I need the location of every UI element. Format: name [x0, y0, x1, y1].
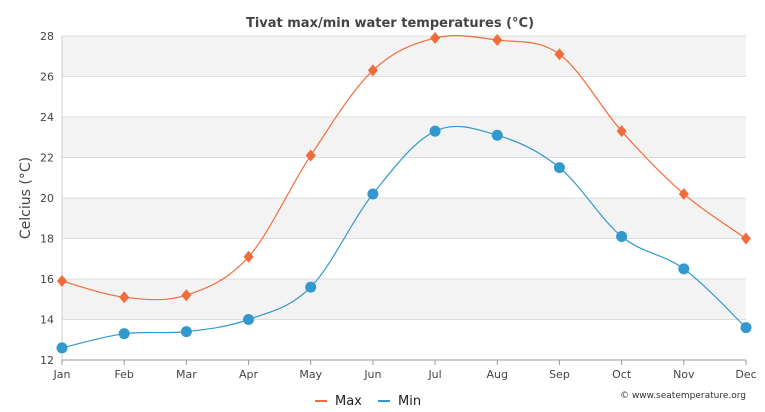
x-axis-ticks: Jan Feb Mar Apr May Jun Jul Aug Sep Oct Nov Dec [53, 359, 757, 381]
legend-min-label[interactable]: Min [398, 394, 421, 409]
plot-bands [62, 36, 746, 360]
x-tick-label: Nov [673, 368, 695, 381]
plot-band [62, 157, 746, 198]
data-point-min [678, 263, 690, 275]
y-tick-label: 26 [40, 71, 54, 84]
data-point-min [429, 125, 441, 137]
data-point-min [367, 188, 379, 200]
x-tick-label: Jan [53, 368, 71, 381]
y-tick-label: 28 [40, 30, 54, 43]
y-tick-label: 16 [40, 273, 54, 286]
data-point-max [305, 149, 316, 162]
y-tick-label: 12 [40, 354, 54, 367]
chart-title: Tivat max/min water temperatures (°C) [246, 16, 534, 31]
legend-max-label[interactable]: Max [335, 394, 362, 409]
x-tick-label: Sep [549, 368, 570, 381]
data-point-min [56, 342, 68, 354]
y-tick-label: 14 [40, 314, 54, 327]
y-tick-label: 24 [40, 111, 54, 124]
y-tick-label: 18 [40, 233, 54, 246]
plot-band [62, 198, 746, 239]
x-tick-label: May [299, 368, 322, 381]
plot-band [62, 36, 746, 77]
y-tick-label: 22 [40, 152, 54, 165]
y-tick-label: 20 [40, 192, 54, 205]
x-tick-label: Jun [363, 368, 381, 381]
data-point-max [243, 250, 254, 263]
x-tick-label: Mar [176, 368, 197, 381]
data-point-min [616, 230, 628, 242]
x-tick-label: Apr [239, 368, 259, 381]
data-point-min [553, 162, 565, 174]
x-tick-label: Oct [612, 368, 632, 381]
data-point-max [741, 232, 751, 245]
data-point-max [492, 34, 503, 47]
plot-band [62, 238, 746, 279]
x-tick-label: Jul [427, 368, 441, 381]
data-point-min [180, 326, 192, 338]
data-point-min [118, 328, 130, 340]
data-point-min [491, 129, 503, 141]
x-tick-label: Feb [114, 368, 133, 381]
y-axis-label: Celcius (°C) [18, 157, 34, 239]
data-point-max [367, 64, 378, 77]
x-tick-label: Dec [735, 368, 756, 381]
series-markers [56, 32, 752, 354]
data-point-max [616, 125, 627, 138]
data-point-min [740, 322, 752, 334]
data-point-max [554, 48, 565, 61]
plot-band [62, 319, 746, 360]
data-point-max [57, 275, 67, 288]
data-point-max [119, 291, 130, 304]
data-point-max [181, 289, 192, 302]
data-point-max [678, 187, 689, 200]
plot-band [62, 279, 746, 320]
data-point-min [305, 281, 317, 293]
plot-band [62, 117, 746, 158]
legend[interactable]: Max Min [315, 394, 421, 409]
credit-text[interactable]: © www.seatemperature.org [620, 391, 746, 401]
data-point-min [243, 314, 255, 325]
plot-band [62, 76, 746, 117]
data-point-max [430, 32, 441, 45]
x-tick-label: Aug [487, 368, 508, 381]
